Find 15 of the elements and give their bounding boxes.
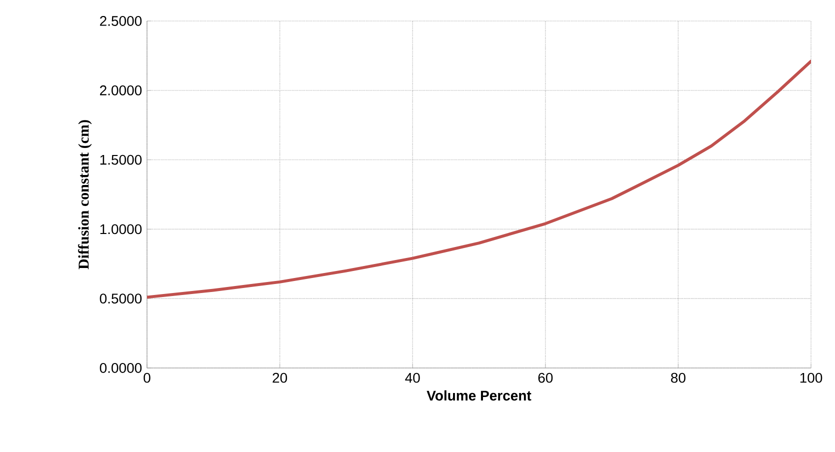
- y-tick-label: 2.5000: [100, 16, 142, 26]
- y-tick-label: 1.0000: [100, 224, 142, 234]
- x-tick-label: 60: [538, 372, 553, 383]
- y-tick-label: 2.0000: [100, 85, 142, 96]
- x-axis-title: Volume Percent: [426, 390, 532, 401]
- y-axis-title: Diffusion constant (cm): [78, 120, 92, 270]
- x-tick-label: 80: [671, 372, 686, 383]
- x-tick-label: 20: [272, 372, 288, 383]
- x-tick-label: 100: [800, 372, 822, 383]
- y-tick-label: 1.5000: [100, 154, 142, 165]
- y-tick-label: 0.0000: [100, 363, 142, 373]
- line-series: [147, 60, 812, 299]
- x-tick-label: 40: [405, 372, 420, 383]
- y-tick-label: 0.5000: [100, 294, 142, 304]
- x-tick-label: 0: [144, 372, 150, 383]
